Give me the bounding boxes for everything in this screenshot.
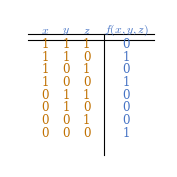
Text: $z$: $z$ — [83, 24, 90, 37]
Text: 0: 0 — [123, 38, 130, 51]
Text: 1: 1 — [62, 89, 70, 102]
Text: $f(x,y,z)$: $f(x,y,z)$ — [104, 22, 149, 38]
Text: 1: 1 — [83, 38, 90, 51]
Text: 0: 0 — [62, 76, 70, 89]
Text: 1: 1 — [83, 63, 90, 76]
Text: 1: 1 — [123, 127, 130, 140]
Text: 0: 0 — [123, 114, 130, 127]
Text: 0: 0 — [62, 63, 70, 76]
Text: 0: 0 — [123, 101, 130, 114]
Text: 1: 1 — [42, 51, 49, 64]
Text: 0: 0 — [42, 89, 49, 102]
Text: 1: 1 — [62, 101, 70, 114]
Text: 0: 0 — [83, 127, 90, 140]
Text: 0: 0 — [42, 114, 49, 127]
Text: $y$: $y$ — [62, 24, 70, 37]
Text: 0: 0 — [123, 63, 130, 76]
Text: 1: 1 — [83, 89, 90, 102]
Text: 0: 0 — [83, 76, 90, 89]
Text: 1: 1 — [62, 38, 70, 51]
Text: 1: 1 — [123, 51, 130, 64]
Text: 1: 1 — [83, 114, 90, 127]
Text: 0: 0 — [62, 127, 70, 140]
Text: 0: 0 — [83, 51, 90, 64]
Text: 1: 1 — [42, 38, 49, 51]
Text: 0: 0 — [83, 101, 90, 114]
Text: 1: 1 — [62, 51, 70, 64]
Text: 0: 0 — [42, 101, 49, 114]
Text: 0: 0 — [42, 127, 49, 140]
Text: 0: 0 — [123, 89, 130, 102]
Text: 1: 1 — [123, 76, 130, 89]
Text: 0: 0 — [62, 114, 70, 127]
Text: 1: 1 — [42, 63, 49, 76]
Text: $x$: $x$ — [41, 24, 50, 37]
Text: 1: 1 — [42, 76, 49, 89]
